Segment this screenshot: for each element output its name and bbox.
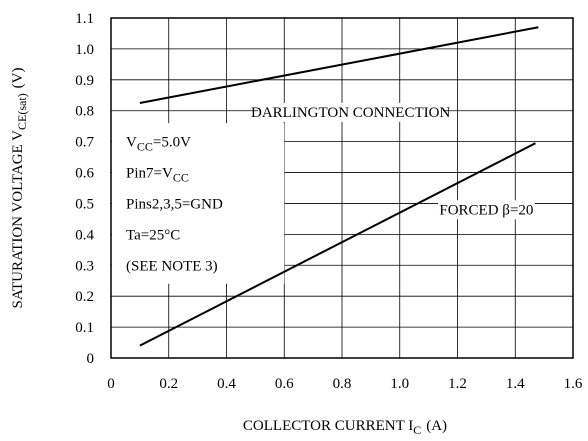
y-tick-label: 0.4 — [75, 227, 94, 243]
plot-frame — [110, 17, 574, 359]
y-tick-label: 0 — [87, 351, 95, 367]
y-tick-label: 0.2 — [75, 289, 94, 305]
y-tick-label: 0.6 — [75, 166, 94, 182]
y-tick-label: 0.5 — [75, 196, 94, 212]
x-tick-label: 0.2 — [159, 376, 178, 392]
conditions-box — [112, 123, 285, 284]
x-tick-label: 0.8 — [333, 376, 352, 392]
y-tick-label: 1.1 — [75, 11, 94, 27]
x-tick-label: 1.2 — [448, 376, 467, 392]
series-label-background — [437, 200, 535, 220]
x-tick-label: 1.6 — [564, 376, 583, 392]
y-tick-label: 0.7 — [75, 135, 94, 151]
conditions-background — [112, 123, 285, 284]
conditions-text: VCC=5.0V Pin7=VCC Pins2,3,5=GND Ta=25°C (SEE… — [126, 135, 223, 275]
condition-line: Pin7=VCC — [126, 166, 189, 185]
series-line — [139, 26, 539, 104]
x-tick-label: 1.0 — [390, 376, 409, 392]
condition-line: VCC=5.0V — [126, 135, 191, 154]
series-label-background — [258, 102, 444, 122]
data-series — [139, 26, 539, 347]
x-tick-label: 0.4 — [217, 376, 236, 392]
y-tick-label: 0.8 — [75, 104, 94, 120]
condition-line: Pins2,3,5=GND — [126, 196, 223, 212]
x-tick-labels: 0 0.2 0.4 0.6 0.8 1.0 1.2 1.4 1.6 — [107, 376, 583, 392]
y-tick-label: 1.0 — [75, 42, 94, 58]
y-axis-label: SATURATION VOLTAGE VCE(sat)(V) — [10, 67, 29, 308]
x-axis-label: COLLECTOR CURRENT IC (A) — [243, 418, 447, 437]
x-tick-label: 0.6 — [275, 376, 294, 392]
y-tick-label: 0.3 — [75, 258, 94, 274]
x-tick-label: 1.4 — [506, 376, 525, 392]
x-tick-label: 0 — [107, 376, 115, 392]
series-line — [139, 142, 536, 347]
series-labels: DARLINGTON CONNECTION FORCED β=20 — [251, 102, 535, 220]
y-tick-label: 0.1 — [75, 320, 94, 336]
series-label: FORCED β=20 — [439, 202, 533, 218]
condition-line: (SEE NOTE 3) — [126, 258, 218, 274]
y-tick-labels: 0 0.1 0.2 0.3 0.4 0.5 0.6 0.7 0.8 0.9 1.0 1.1 — [75, 11, 94, 367]
condition-line: Ta=25°C — [126, 227, 180, 243]
series-label: DARLINGTON CONNECTION — [251, 105, 450, 121]
y-tick-label: 0.9 — [75, 73, 94, 89]
